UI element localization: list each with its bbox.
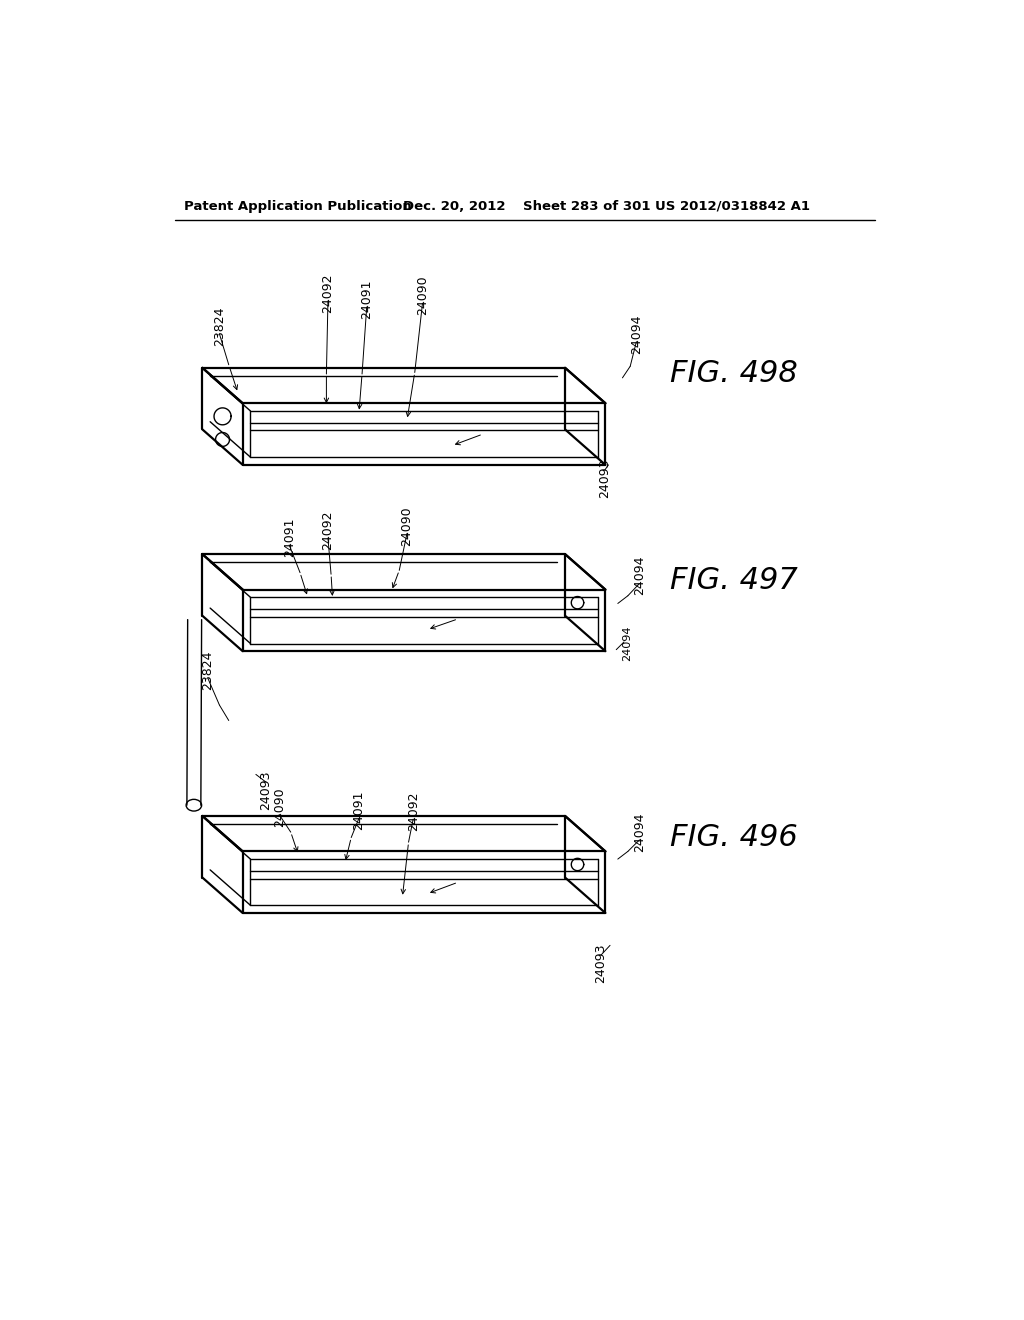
Text: FIG. 496: FIG. 496	[671, 824, 799, 851]
Text: Sheet 283 of 301: Sheet 283 of 301	[523, 199, 650, 213]
Text: 24094: 24094	[630, 314, 643, 354]
Text: 24094: 24094	[633, 556, 646, 595]
Text: 23824: 23824	[213, 306, 226, 346]
Text: FIG. 497: FIG. 497	[671, 566, 799, 595]
Text: Dec. 20, 2012: Dec. 20, 2012	[403, 199, 506, 213]
Text: 24090: 24090	[416, 276, 429, 315]
Text: 24092: 24092	[322, 511, 335, 550]
Text: 24092: 24092	[407, 792, 420, 832]
Text: 24091: 24091	[352, 791, 366, 830]
Text: 24093: 24093	[259, 770, 272, 809]
Text: 24091: 24091	[283, 517, 296, 557]
Text: 24093: 24093	[598, 458, 611, 498]
Text: 24094: 24094	[633, 812, 646, 851]
Text: FIG. 498: FIG. 498	[671, 359, 799, 388]
Text: 24091: 24091	[360, 280, 373, 319]
Text: 24090: 24090	[400, 506, 414, 545]
Text: 24093: 24093	[594, 944, 607, 983]
Text: 24094: 24094	[623, 626, 633, 661]
Text: Patent Application Publication: Patent Application Publication	[183, 199, 412, 213]
Text: 24092: 24092	[322, 273, 335, 313]
Text: US 2012/0318842 A1: US 2012/0318842 A1	[655, 199, 810, 213]
Text: 24090: 24090	[272, 787, 286, 826]
Text: 23824: 23824	[202, 651, 214, 690]
